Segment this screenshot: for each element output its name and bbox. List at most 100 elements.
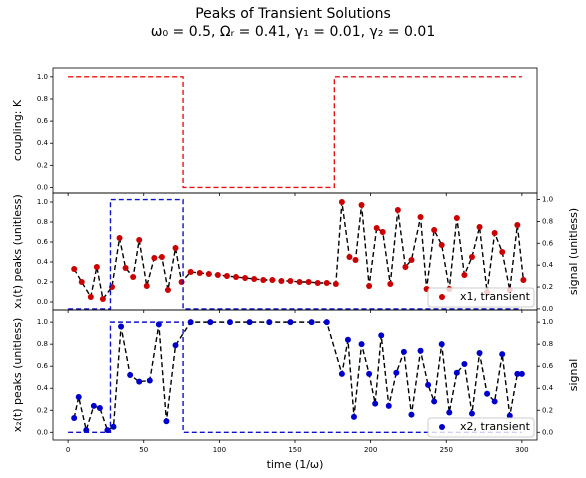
data-point <box>127 372 134 378</box>
data-point <box>468 254 475 260</box>
y-tick-label: 0.4 <box>37 384 49 392</box>
data-point <box>393 369 400 376</box>
data-point <box>196 270 203 276</box>
data-point <box>387 281 394 287</box>
data-point <box>385 402 392 409</box>
y-tick-label: 1.0 <box>37 318 48 326</box>
y-axis-label: x₁(t) peaks (unitless) <box>11 194 24 309</box>
data-point <box>214 272 221 278</box>
data-point <box>226 319 233 326</box>
data-point <box>163 418 170 425</box>
data-point <box>75 394 82 401</box>
y2-tick-label: 0.8 <box>542 340 553 348</box>
data-point <box>366 370 373 377</box>
data-point <box>358 202 365 208</box>
legend-marker <box>439 424 445 430</box>
data-point <box>187 269 194 275</box>
y2-tick-label: 0.2 <box>542 406 553 414</box>
data-point <box>172 245 179 251</box>
y2-tick-label: 0.4 <box>542 261 554 269</box>
data-point <box>251 276 258 282</box>
data-point <box>476 224 483 230</box>
data-point <box>499 351 506 358</box>
y2-axis-label: signal (unitless) <box>567 208 580 295</box>
y2-tick-label: 0.0 <box>542 428 553 436</box>
data-point <box>305 279 312 285</box>
y-tick-label: 0.0 <box>37 183 48 191</box>
data-point <box>346 254 353 260</box>
y-tick-label: 0.0 <box>37 428 48 436</box>
data-point <box>260 277 267 283</box>
data-point <box>287 319 294 326</box>
data-point <box>438 341 445 348</box>
data-point <box>400 348 407 355</box>
data-point <box>461 272 468 278</box>
data-point <box>394 207 401 213</box>
data-point <box>338 370 345 377</box>
x-tick-label: 300 <box>515 446 528 454</box>
data-point <box>158 254 165 260</box>
y2-tick-label: 0.8 <box>542 217 553 225</box>
data-point <box>453 369 460 376</box>
data-point <box>130 274 137 280</box>
data-point <box>417 347 424 354</box>
axes-frame <box>52 67 538 194</box>
legend-label: x1, transient <box>460 290 531 303</box>
x-tick-label: 50 <box>139 446 148 454</box>
y-tick-label: 0.6 <box>37 117 49 125</box>
y2-tick-label: 1.0 <box>542 196 553 204</box>
y-tick-label: 0.2 <box>37 161 48 169</box>
data-point <box>514 370 521 377</box>
y-tick-label: 0.6 <box>37 238 49 246</box>
y-tick-label: 0.0 <box>37 298 48 306</box>
data-point <box>266 319 273 326</box>
y-tick-label: 0.4 <box>37 258 49 266</box>
data-point <box>308 319 315 326</box>
data-point <box>408 411 415 418</box>
x-tick-label: 200 <box>364 446 377 454</box>
data-point <box>366 283 373 289</box>
data-point <box>514 222 521 228</box>
data-point <box>71 266 78 272</box>
data-point <box>269 277 276 283</box>
data-point <box>520 277 527 283</box>
y-tick-label: 0.6 <box>37 362 49 370</box>
data-point <box>476 349 483 356</box>
data-point <box>373 225 380 231</box>
data-point <box>96 405 103 412</box>
y-axis-label: x₂(t) peaks (unitless) <box>11 318 24 433</box>
data-point <box>338 199 345 205</box>
data-point <box>484 390 491 397</box>
data-point <box>207 319 214 326</box>
data-point <box>314 280 321 286</box>
y-tick-label: 0.8 <box>37 340 48 348</box>
y-tick-label: 1.0 <box>37 73 48 81</box>
y2-tick-label: 0.0 <box>542 305 553 313</box>
x-axis-label: time (1/ω) <box>267 458 324 471</box>
data-point <box>358 341 365 348</box>
x-tick-label: 100 <box>213 446 226 454</box>
y-tick-label: 0.2 <box>37 406 48 414</box>
series-line <box>68 76 522 189</box>
data-point <box>431 398 438 405</box>
series-line <box>73 321 522 433</box>
data-point <box>431 227 438 233</box>
x-tick-label: 0 <box>66 446 70 454</box>
data-point <box>453 215 460 221</box>
axes-frame <box>52 309 538 441</box>
data-point <box>461 360 468 367</box>
data-point <box>491 230 498 236</box>
data-point <box>323 319 330 326</box>
data-point <box>350 413 357 420</box>
y-tick-label: 0.4 <box>37 139 49 147</box>
x-tick-label: 250 <box>440 446 453 454</box>
data-point <box>352 257 359 263</box>
y2-axis-label: signal <box>567 359 580 392</box>
data-point <box>104 427 111 434</box>
series-line <box>73 201 525 301</box>
data-point <box>446 409 453 416</box>
y-tick-label: 0.8 <box>37 95 48 103</box>
data-point <box>425 381 432 388</box>
y2-tick-label: 0.6 <box>542 362 554 370</box>
x-tick-label: 150 <box>288 446 301 454</box>
